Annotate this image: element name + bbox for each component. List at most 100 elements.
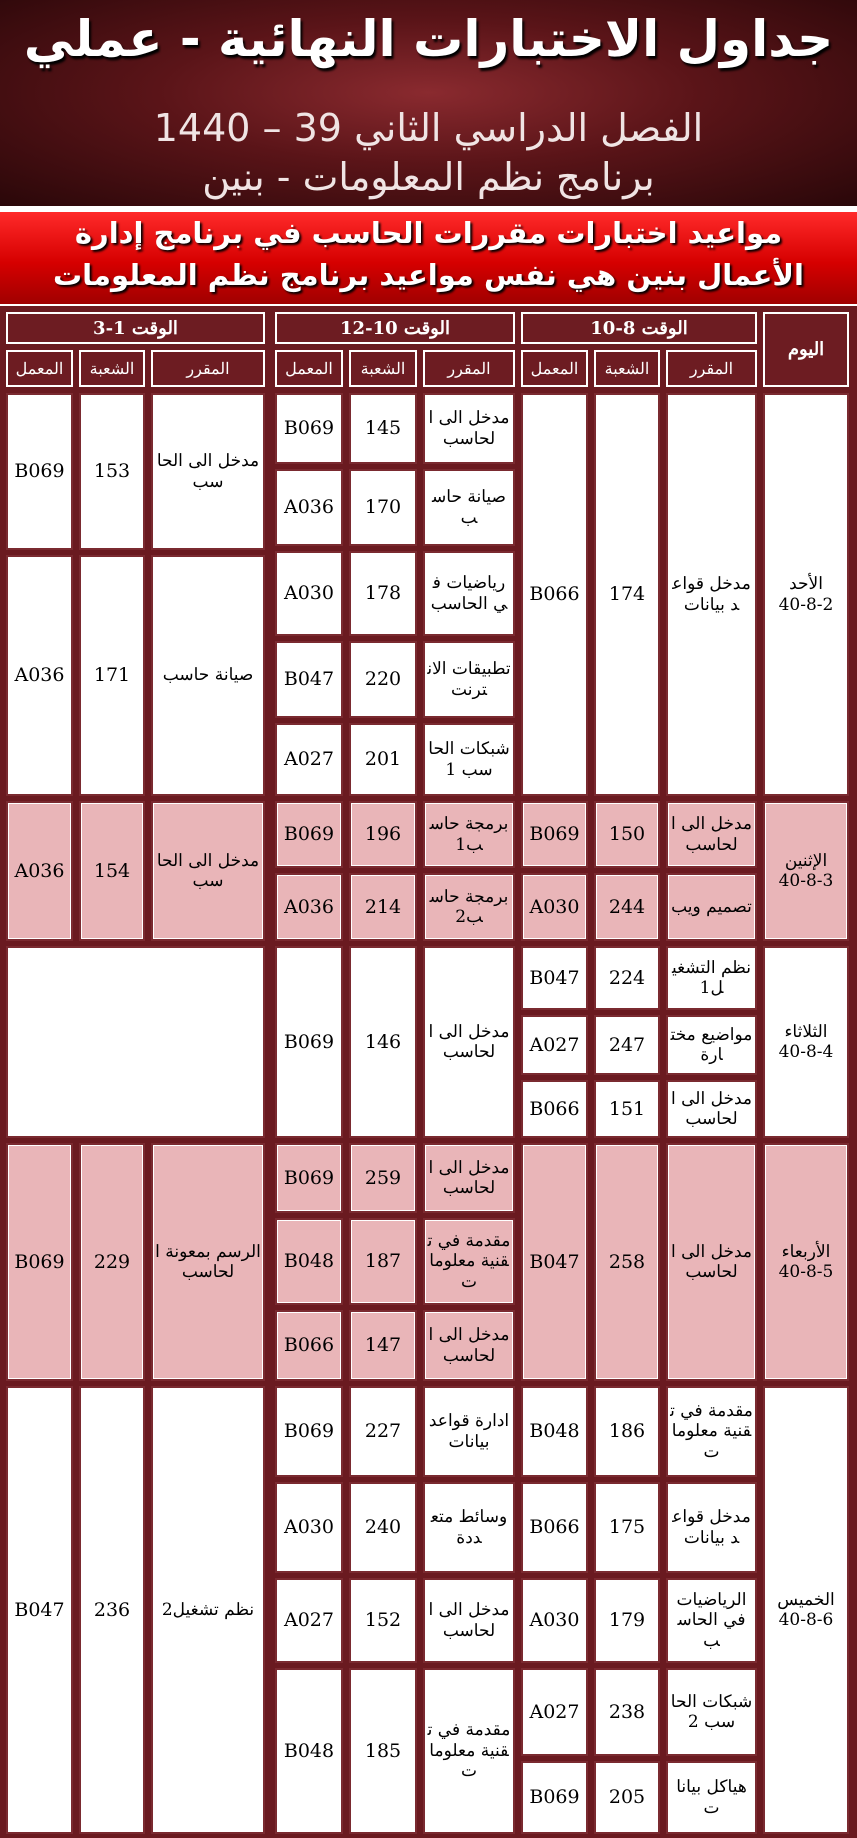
section-cell: 154 (79, 801, 145, 941)
course-cell: شبكات الحاسب 1 (423, 723, 515, 796)
lab-cell: B066 (521, 393, 588, 796)
course-cell: مدخل الى الحاسب (423, 1310, 515, 1381)
section-cell: 259 (349, 1143, 417, 1213)
course-cell: شبكات الحاسب 2 (666, 1668, 757, 1756)
section-column-header: الشعبة (349, 350, 417, 387)
section-column-header: الشعبة (594, 350, 660, 387)
section-cell: 187 (349, 1218, 417, 1305)
lab-cell: A027 (275, 723, 343, 796)
lab-cell: B047 (6, 1386, 73, 1834)
section-cell: 227 (349, 1386, 417, 1477)
slot-header-1-3: الوقت 1-3 (6, 312, 265, 344)
lab-cell: B069 (275, 946, 343, 1138)
section-cell: 220 (349, 641, 417, 718)
lab-cell: B069 (275, 1143, 343, 1213)
course-cell: مدخل الى الحاسب (151, 393, 265, 550)
lab-cell: B069 (521, 1761, 588, 1834)
course-cell: مدخل الى الحاسب (423, 1143, 515, 1213)
section-cell: 152 (349, 1578, 417, 1663)
course-cell: نظم التشغيل1 (666, 946, 757, 1010)
lab-cell: A030 (521, 873, 588, 941)
program-label: برنامج نظم المعلومات - بنين (202, 155, 655, 199)
lab-column-header: المعمل (6, 350, 73, 387)
section-cell: 171 (79, 555, 145, 796)
course-cell: مدخل الى الحاسب (423, 1578, 515, 1663)
lab-cell: A030 (521, 1578, 588, 1663)
course-cell: تطبيقات الانترنت (423, 641, 515, 718)
section-cell: 175 (594, 1482, 660, 1573)
lab-column-header: المعمل (521, 350, 588, 387)
course-cell: مدخل الى الحاسب (666, 801, 757, 868)
lab-cell: B048 (275, 1218, 343, 1305)
lab-cell: A030 (275, 1482, 343, 1573)
lab-cell: B047 (521, 1143, 588, 1381)
lab-cell: A036 (6, 555, 73, 796)
notice-line-2: الأعمال بنين هي نفس مواعيد برنامج نظم ال… (53, 258, 804, 292)
course-cell: تصميم ويب (666, 873, 757, 941)
course-cell: مدخل الى الحاسب (423, 393, 515, 464)
course-column-header: المقرر (423, 350, 515, 387)
schedule-table: اليوم الوقت 8-10 الوقت 10-12 الوقت 1-3 المقر… (0, 306, 857, 1838)
lab-cell: B069 (6, 1143, 73, 1381)
page-title: جداول الاختبارات النهائية - عملي (23, 10, 834, 68)
course-cell: رياضيات في الحاسب (423, 551, 515, 636)
course-cell: مواضيع مختارة (666, 1015, 757, 1075)
lab-cell: B048 (275, 1668, 343, 1834)
lab-column-header: المعمل (275, 350, 343, 387)
section-cell: 205 (594, 1761, 660, 1834)
section-cell: 214 (349, 873, 417, 941)
day-cell: الخميس 40-8-6 (763, 1386, 849, 1834)
lab-cell: B066 (521, 1080, 588, 1138)
lab-cell: B047 (275, 641, 343, 718)
lab-cell: B069 (275, 801, 343, 868)
course-column-header: المقرر (151, 350, 265, 387)
section-cell: 145 (349, 393, 417, 464)
lab-cell: B069 (6, 393, 73, 550)
section-cell: 185 (349, 1668, 417, 1834)
section-cell: 240 (349, 1482, 417, 1573)
lab-cell: A027 (521, 1015, 588, 1075)
lab-cell: B047 (521, 946, 588, 1010)
course-cell: مدخل الى الحاسب (423, 946, 515, 1138)
section-column-header: الشعبة (79, 350, 145, 387)
lab-cell: A036 (275, 873, 343, 941)
course-cell: وسائط متعددة (423, 1482, 515, 1573)
section-cell: 178 (349, 551, 417, 636)
course-cell: مدخل قواعد بيانات (666, 393, 757, 796)
lab-cell: A036 (6, 801, 73, 941)
course-cell: الرسم بمعونة الحاسب (151, 1143, 265, 1381)
lab-cell: B069 (275, 1386, 343, 1477)
lab-cell: A027 (275, 1578, 343, 1663)
section-cell: 170 (349, 469, 417, 546)
lab-cell: A027 (521, 1668, 588, 1756)
section-cell: 151 (594, 1080, 660, 1138)
section-cell: 229 (79, 1143, 145, 1381)
section-cell: 236 (79, 1386, 145, 1834)
page-header: جداول الاختبارات النهائية - عملي الفصل ا… (0, 0, 857, 206)
lab-cell: B066 (521, 1482, 588, 1573)
course-cell: مقدمة في تقنية معلومات (423, 1218, 515, 1305)
section-cell: 244 (594, 873, 660, 941)
section-cell: 153 (79, 393, 145, 550)
lab-cell: A036 (275, 469, 343, 546)
day-cell: الثلاثاء 40-8-4 (763, 946, 849, 1138)
course-cell: مدخل الى الحاسب (666, 1143, 757, 1381)
section-cell: 147 (349, 1310, 417, 1381)
section-cell: 150 (594, 801, 660, 868)
section-cell: 258 (594, 1143, 660, 1381)
day-cell: الأربعاء 40-8-5 (763, 1143, 849, 1381)
course-cell: صيانة حاسب (423, 469, 515, 546)
lab-cell: B069 (521, 801, 588, 868)
day-column-header: اليوم (763, 312, 849, 387)
semester-label: الفصل الدراسي الثاني 39 – 1440 (153, 106, 704, 150)
course-cell: الرياضيات في الحاسب (666, 1578, 757, 1663)
course-cell: برمجة حاسب1 (423, 801, 515, 868)
section-cell: 201 (349, 723, 417, 796)
course-cell: مدخل الى الحاسب (666, 1080, 757, 1138)
slot-header-10-12: الوقت 10-12 (275, 312, 515, 344)
section-cell: 247 (594, 1015, 660, 1075)
section-cell: 174 (594, 393, 660, 796)
course-cell: برمجة حاسب2 (423, 873, 515, 941)
course-cell: مدخل قواعد بيانات (666, 1482, 757, 1573)
notice-line-1: مواعيد اختبارات مقررات الحاسب في برنامج … (74, 216, 783, 250)
